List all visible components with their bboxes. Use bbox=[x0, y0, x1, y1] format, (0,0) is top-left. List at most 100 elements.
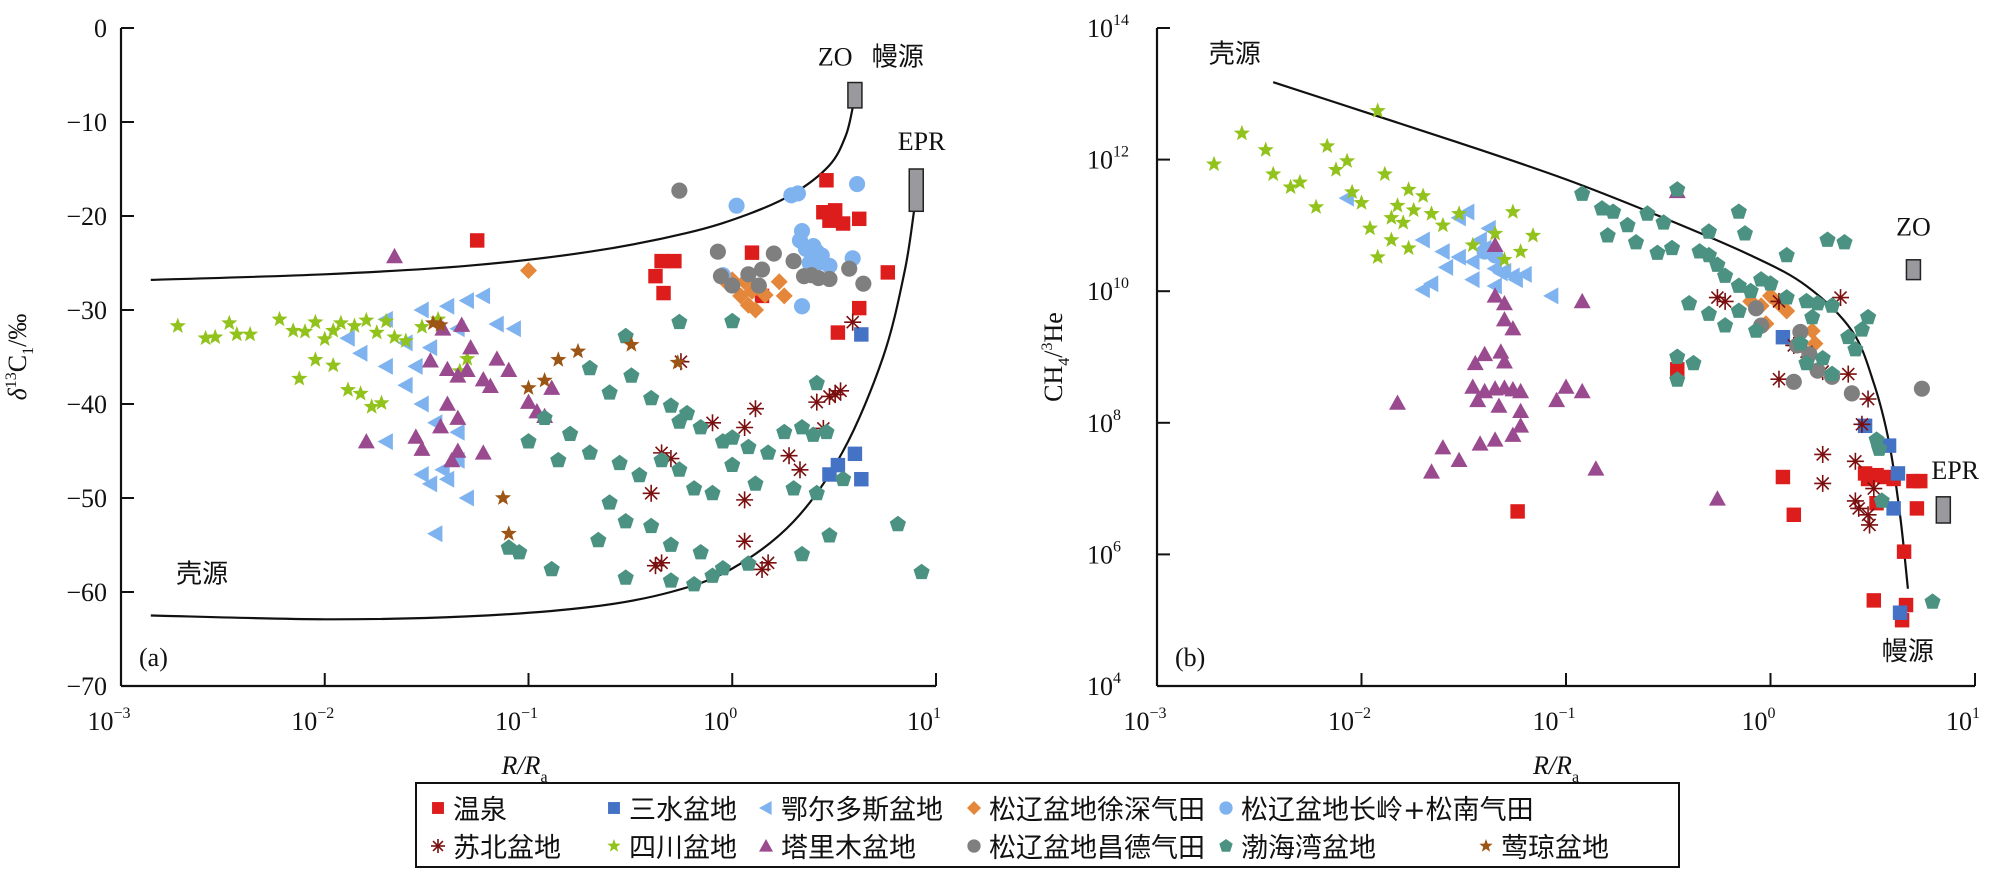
data-point bbox=[1476, 345, 1494, 362]
data-point bbox=[669, 354, 686, 370]
legend-marker bbox=[759, 838, 773, 852]
data-point bbox=[1892, 605, 1908, 620]
data-point bbox=[791, 461, 809, 479]
data-point bbox=[1512, 243, 1529, 259]
annotation: 幔源 bbox=[1882, 637, 1934, 666]
data-point bbox=[1803, 322, 1821, 340]
data-point bbox=[1814, 474, 1832, 492]
data-point bbox=[1573, 382, 1591, 399]
star-marker-icon bbox=[607, 838, 621, 852]
annotation: 壳源 bbox=[1209, 39, 1261, 68]
data-point bbox=[474, 287, 491, 305]
series-莺琼盆地 bbox=[425, 314, 686, 541]
data-point bbox=[704, 567, 721, 583]
data-point bbox=[671, 313, 688, 330]
data-point bbox=[1383, 209, 1400, 225]
data-point bbox=[386, 247, 404, 264]
data-point bbox=[1924, 593, 1941, 609]
data-point bbox=[1708, 289, 1726, 307]
data-point bbox=[285, 322, 302, 338]
data-point bbox=[793, 298, 811, 315]
data-point bbox=[880, 265, 896, 280]
series-渤海湾盆地 bbox=[500, 312, 930, 592]
data-point bbox=[728, 197, 745, 214]
data-point bbox=[686, 576, 703, 592]
data-point bbox=[413, 466, 429, 483]
data-point bbox=[413, 440, 431, 456]
data-point bbox=[495, 489, 512, 505]
data-point bbox=[1525, 227, 1542, 243]
legend-label: 苏北盆地 bbox=[453, 833, 561, 864]
data-point bbox=[704, 414, 722, 432]
data-point bbox=[1389, 197, 1406, 213]
data-point bbox=[1574, 185, 1591, 201]
data-point bbox=[1512, 417, 1530, 433]
data-point bbox=[221, 314, 238, 330]
triangle-marker-icon bbox=[759, 838, 773, 852]
y-tick-label: 108 bbox=[1087, 407, 1121, 438]
data-point bbox=[1291, 173, 1308, 190]
data-point bbox=[1778, 289, 1795, 305]
data-point bbox=[550, 351, 567, 367]
y-tick-label: −30 bbox=[66, 296, 107, 325]
data-point bbox=[352, 385, 369, 401]
data-point bbox=[352, 344, 368, 362]
star-marker-icon bbox=[1479, 838, 1493, 852]
data-point bbox=[296, 323, 314, 339]
data-point bbox=[1437, 258, 1454, 276]
legend-item: 温泉 bbox=[429, 788, 507, 827]
data-point bbox=[855, 275, 872, 292]
data-point bbox=[443, 451, 461, 468]
data-point bbox=[841, 260, 858, 277]
endmember-box-zo bbox=[847, 81, 863, 109]
legend-marker bbox=[967, 838, 981, 853]
data-point bbox=[785, 253, 802, 270]
data-point bbox=[1415, 187, 1432, 203]
data-point bbox=[1846, 452, 1864, 470]
data-point bbox=[805, 426, 822, 442]
data-point bbox=[449, 409, 467, 425]
data-point bbox=[1913, 473, 1928, 489]
data-point bbox=[590, 531, 607, 548]
data-point bbox=[1459, 203, 1475, 221]
data-point bbox=[438, 297, 455, 315]
data-point bbox=[1486, 431, 1504, 447]
y-tick-label: 1010 bbox=[1087, 275, 1129, 306]
legend-label: 三水盆地 bbox=[629, 795, 737, 826]
data-point bbox=[1775, 469, 1791, 485]
data-point bbox=[617, 569, 634, 585]
data-point bbox=[1819, 231, 1836, 247]
data-point bbox=[617, 513, 634, 529]
data-point bbox=[458, 292, 474, 310]
legend-item: 莺琼盆地 bbox=[1477, 826, 1609, 865]
data-point bbox=[569, 342, 587, 359]
data-point bbox=[407, 428, 425, 444]
series-鄂尔多斯盆地 bbox=[1338, 189, 1559, 305]
y-tick-label: −70 bbox=[66, 672, 107, 701]
data-point bbox=[1839, 365, 1857, 383]
tri-left-marker-icon bbox=[759, 800, 772, 815]
panel-label: (a) bbox=[139, 643, 168, 672]
y-tick-label: 0 bbox=[94, 14, 107, 43]
data-point bbox=[852, 211, 867, 227]
data-point bbox=[830, 325, 846, 340]
data-point bbox=[1504, 320, 1522, 336]
data-point bbox=[1717, 317, 1734, 333]
legend-marker bbox=[607, 838, 621, 852]
data-point bbox=[852, 300, 867, 316]
data-point bbox=[844, 313, 862, 331]
data-point bbox=[505, 320, 521, 338]
data-point bbox=[889, 515, 906, 532]
data-point bbox=[368, 324, 385, 340]
legend-marker bbox=[1479, 838, 1493, 852]
data-point bbox=[363, 398, 380, 414]
data-point bbox=[1469, 391, 1487, 408]
data-point bbox=[1890, 466, 1906, 481]
data-point bbox=[646, 557, 664, 575]
data-point bbox=[1495, 311, 1513, 327]
legend-marker bbox=[1219, 838, 1233, 852]
data-point bbox=[520, 393, 537, 409]
y-axis-label: δ13C1/‰ bbox=[3, 314, 37, 401]
data-point bbox=[724, 312, 741, 329]
